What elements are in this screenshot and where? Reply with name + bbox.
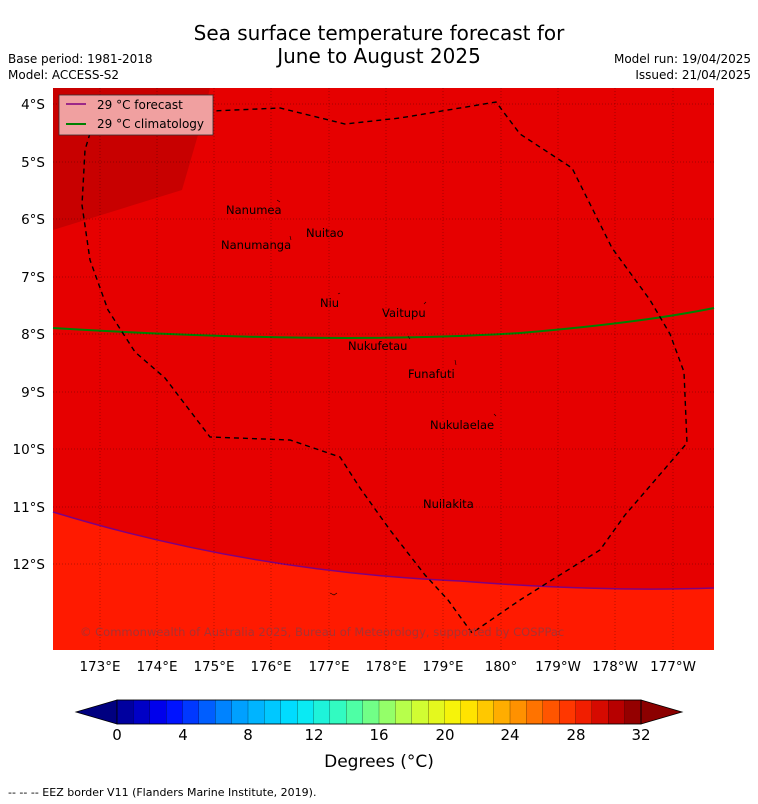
colorbar-cell (509, 699, 527, 725)
lon-tick-179e: 179°E (422, 659, 463, 675)
lat-tick-12s: 12°S (13, 557, 46, 573)
colorbar-cell (428, 699, 445, 725)
place-label-nukulaelae: Nukulaelae (430, 418, 494, 432)
title-line-1: Sea surface temperature forecast for (193, 21, 565, 45)
gridlines (53, 88, 714, 650)
colorbar-cell (231, 699, 249, 725)
lat-tick-4s: 4°S (21, 97, 45, 113)
colorbar-cell (411, 699, 429, 725)
meta-right: Model run: 19/04/2025 Issued: 21/04/2025 (614, 51, 751, 83)
eez-footnote: -- -- -- EEZ border V11 (Flanders Marine… (8, 786, 317, 799)
colorbar-label: Degrees (°C) (324, 752, 434, 772)
lat-tick-8s: 8°S (21, 327, 45, 343)
colorbar-tick-32: 32 (631, 726, 650, 744)
colorbar-cell (378, 699, 396, 725)
colorbar-cell (133, 699, 151, 725)
colorbar-cell (624, 699, 642, 725)
colorbar-cell (215, 699, 233, 725)
colorbar-low-extension (74, 699, 118, 725)
lat-tick-10s: 10°S (13, 442, 46, 458)
lon-tick-176e: 176°E (250, 659, 291, 675)
colorbar-high-extension (640, 699, 684, 725)
lon-tick-178e: 178°E (365, 659, 406, 675)
islands (276, 199, 497, 596)
colorbar-cell (149, 699, 167, 725)
place-label-nuitao: Nuitao (306, 226, 344, 240)
place-label-nukufetau: Nukufetau (348, 339, 407, 353)
colorbar-cell (444, 699, 462, 725)
colorbar-cell (575, 699, 593, 725)
colorbar-tick-28: 28 (566, 726, 585, 744)
map-plot: Nanumea Nuitao Nanumanga Niu Vaitupu Nuk… (52, 88, 715, 650)
place-label-nanumanga: Nanumanga (221, 238, 291, 252)
colorbar-cell (280, 699, 298, 725)
forecast-29-contour (52, 511, 715, 590)
eez-border (81, 99, 688, 634)
colorbar-cell (559, 699, 576, 725)
place-label-niu: Niu (320, 296, 339, 310)
colorbar (74, 699, 684, 725)
lat-tick-7s: 7°S (21, 270, 45, 286)
colorbar-tick-0: 0 (112, 726, 122, 744)
legend-forecast-label: 29 °C forecast (97, 98, 183, 112)
colorbar-cell (460, 699, 478, 725)
colorbar-cell (608, 699, 626, 725)
colorbar-cell (166, 699, 183, 725)
place-label-vaitupu: Vaitupu (382, 306, 426, 320)
lon-tick-175e: 175°E (193, 659, 234, 675)
place-label-nuilakita: Nuilakita (423, 497, 474, 511)
colorbar-cell (542, 699, 560, 725)
meta-left: Base period: 1981-2018 Model: ACCESS-S2 (8, 51, 153, 83)
model-run: Model run: 19/04/2025 (613, 52, 751, 66)
lon-tick-177e: 177°E (308, 659, 349, 675)
map-title: Sea surface temperature forecast for Jun… (0, 22, 758, 68)
place-label-funafuti: Funafuti (408, 367, 455, 381)
colorbar-cell (493, 699, 511, 725)
colorbar-cell (591, 699, 609, 725)
copyright-notice: © Commonwealth of Australia 2025, Bureau… (80, 625, 564, 639)
colorbar-tick-12: 12 (304, 726, 323, 744)
base-period: Base period: 1981-2018 (8, 52, 153, 66)
lon-tick-177w: 177°W (650, 659, 696, 675)
legend-climatology-label: 29 °C climatology (97, 117, 204, 131)
legend: 29 °C forecast 29 °C climatology (58, 94, 214, 136)
colorbar-cell (477, 699, 495, 725)
lat-tick-5s: 5°S (21, 155, 45, 171)
colorbar-cell (264, 699, 282, 725)
colorbar-cell (247, 699, 265, 725)
colorbar-cell (198, 699, 216, 725)
colorbar-tick-4: 4 (178, 726, 188, 744)
model-name: Model: ACCESS-S2 (8, 68, 120, 82)
sst-28-29-region (53, 512, 714, 650)
colorbar-cell (182, 699, 200, 725)
colorbar-cell (329, 699, 347, 725)
colorbar-tick-8: 8 (243, 726, 253, 744)
issued-date: Issued: 21/04/2025 (635, 68, 751, 82)
colorbar-cell (362, 699, 380, 725)
lon-tick-179w: 179°W (535, 659, 581, 675)
lon-tick-180: 180° (485, 659, 518, 675)
colorbar-cell (116, 699, 134, 725)
colorbar-cell (313, 699, 331, 725)
lon-tick-173e: 173°E (79, 659, 120, 675)
climatology-29-contour (52, 307, 715, 339)
lat-tick-6s: 6°S (21, 212, 45, 228)
lat-tick-11s: 11°S (13, 500, 46, 516)
colorbar-cell (297, 699, 314, 725)
colorbar-tick-24: 24 (500, 726, 519, 744)
lat-tick-9s: 9°S (21, 385, 45, 401)
colorbar-cell (395, 699, 413, 725)
lon-tick-178w: 178°W (592, 659, 638, 675)
title-line-2: June to August 2025 (277, 44, 481, 68)
colorbar-tick-20: 20 (435, 726, 454, 744)
colorbar-cell (526, 699, 544, 725)
colorbar-tick-16: 16 (369, 726, 388, 744)
lon-tick-174e: 174°E (136, 659, 177, 675)
place-label-nanumea: Nanumea (226, 203, 282, 217)
colorbar-cell (346, 699, 364, 725)
